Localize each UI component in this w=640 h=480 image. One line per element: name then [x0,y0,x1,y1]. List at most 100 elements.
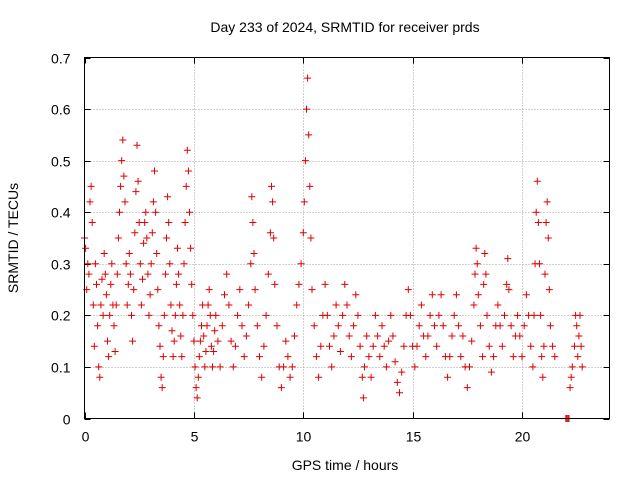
x-tick-label: 5 [191,429,199,445]
data-point [571,342,578,350]
data-point [248,193,256,201]
data-point [406,311,414,319]
data-point [131,229,139,237]
data-point [161,270,169,278]
data-point [149,198,157,206]
data-point [116,208,123,216]
data-point [181,219,189,226]
data-point [231,342,239,350]
data-point [439,322,447,330]
data-point [539,373,547,381]
data-point [433,342,441,350]
data-point [321,280,329,288]
data-point [529,363,537,371]
data-point [223,270,231,278]
data-point [200,332,208,340]
data-point [108,260,116,268]
data-point [236,286,244,294]
data-point [88,219,96,226]
data-point [544,234,552,242]
data-point [306,182,314,190]
data-point [97,301,105,309]
data-point [132,188,140,196]
data-point [479,353,487,361]
data-point [367,373,375,381]
data-point [533,177,541,185]
data-point [304,74,312,82]
data-point [303,105,310,113]
data-point [144,270,152,278]
data-point [341,280,349,288]
data-point [123,301,131,309]
data-point [175,270,183,278]
data-point [347,353,355,361]
data-point [575,332,583,340]
data-point [541,270,549,278]
data-point [480,280,488,288]
data-point [435,311,443,319]
data-point [136,260,144,268]
data-point [494,301,502,309]
data-point [221,291,228,299]
data-point [102,291,110,299]
data-point [154,286,162,294]
data-point [234,311,242,319]
data-point [490,353,498,361]
data-point [260,342,268,350]
data-point [345,332,353,340]
data-point [194,373,202,381]
y-tick-label: 0.2 [51,308,71,324]
data-point [188,280,196,288]
data-point [361,363,368,371]
y-axis-title: SRMTID / TECUs [5,183,21,293]
data-point [470,301,478,309]
data-point [85,270,93,278]
data-point [354,311,362,319]
data-point [471,270,479,278]
data-point [204,301,212,309]
data-point [247,260,255,268]
data-point [483,311,491,319]
data-point [415,322,423,330]
data-point [160,311,168,319]
data-point [242,332,250,340]
data-point [284,353,292,361]
data-point [540,342,548,350]
data-point [141,219,149,226]
data-point [518,353,526,361]
data-point [250,250,258,257]
data-point [398,368,406,376]
data-point [82,244,90,252]
y-tick-label: 0.3 [51,257,71,273]
data-point [527,342,535,350]
data-point [113,270,121,278]
data-point [503,280,511,288]
data-point [91,260,99,268]
data-point [468,337,476,345]
data-point [166,260,174,268]
data-point [359,394,367,402]
data-point [343,301,351,309]
data-point [363,332,371,340]
data-point [291,332,298,340]
data-point [142,208,150,216]
chart-title: Day 233 of 2024, SRMTID for receiver prd… [210,19,479,35]
data-point [391,358,399,366]
data-point [282,337,290,345]
y-tick-label: 0.7 [51,51,71,67]
data-point [157,373,165,381]
data-point [426,311,434,319]
data-point [308,286,316,294]
x-tick-label: 10 [296,429,312,445]
data-point [90,342,98,350]
data-point [101,270,109,278]
y-tick-label: 0.6 [51,102,71,118]
data-point [266,229,274,237]
data-point [387,311,395,319]
data-point [238,322,246,330]
data-point [143,234,151,242]
data-point [202,348,210,355]
data-point [334,322,342,330]
data-point [551,353,559,361]
